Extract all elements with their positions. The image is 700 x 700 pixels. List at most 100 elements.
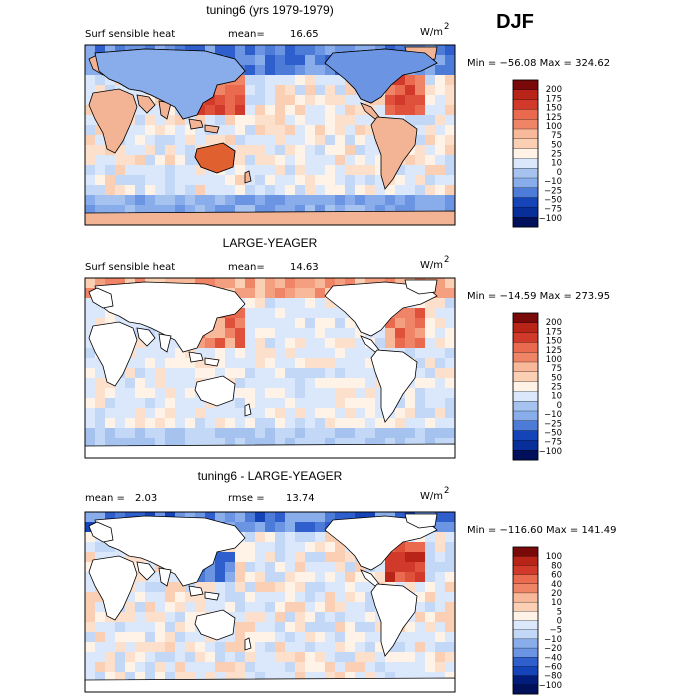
field-cell: [385, 428, 396, 439]
field-cell: [205, 418, 216, 429]
field-cell: [315, 612, 326, 623]
field-cell: [185, 135, 196, 146]
field-cell: [445, 95, 456, 106]
field-cell: [325, 532, 336, 543]
field-cell: [215, 408, 226, 419]
field-cell: [435, 205, 446, 216]
colorbar-tick-label: −100: [539, 214, 562, 224]
field-cell: [245, 562, 256, 573]
field-cell: [315, 195, 326, 206]
field-cell: [255, 408, 266, 419]
field-cell: [395, 562, 406, 573]
field-cell: [105, 418, 116, 429]
field-cell: [135, 145, 146, 156]
field-cell: [155, 672, 166, 683]
field-cell: [245, 298, 256, 309]
field-cell: [155, 612, 166, 623]
field-cell: [165, 205, 176, 216]
field-cell: [365, 368, 376, 379]
field-cell: [275, 298, 286, 309]
field-cell: [275, 418, 286, 429]
field-cell: [275, 358, 286, 369]
field-cell: [405, 552, 416, 563]
field-cell: [445, 622, 456, 633]
colorbar-tick-label: 125: [546, 346, 562, 356]
colorbar-tick-label: −60: [544, 662, 562, 672]
field-cell: [305, 622, 316, 633]
field-cell: [165, 408, 176, 419]
field-cell: [285, 632, 296, 643]
field-cell: [375, 632, 386, 643]
field-cell: [315, 105, 326, 116]
field-cell: [295, 278, 306, 289]
field-cell: [435, 85, 446, 96]
field-cell: [305, 672, 316, 683]
field-cell: [175, 418, 186, 429]
field-cell: [375, 642, 386, 653]
field-cell: [395, 408, 406, 419]
field-cell: [315, 165, 326, 176]
field-cell: [245, 378, 256, 389]
field-cell: [295, 155, 306, 166]
field-cell: [315, 642, 326, 653]
field-cell: [275, 185, 286, 196]
field-cell: [115, 165, 126, 176]
field-cell: [445, 288, 456, 299]
field-cell: [255, 278, 266, 289]
field-cell: [285, 572, 296, 583]
field-cell: [335, 328, 346, 339]
field-cell: [435, 358, 446, 369]
field-cell: [295, 105, 306, 116]
field-cell: [305, 522, 316, 533]
field-cell: [235, 348, 246, 359]
field-cell: [305, 195, 316, 206]
field-cell: [375, 105, 386, 116]
field-cell: [175, 145, 186, 156]
field-cell: [275, 145, 286, 156]
field-cell: [245, 398, 256, 409]
field-cell: [245, 388, 256, 399]
field-cell: [425, 418, 436, 429]
field-cell: [205, 602, 216, 613]
field-cell: [215, 205, 226, 216]
field-cell: [145, 672, 156, 683]
field-cell: [95, 542, 106, 553]
field-cell: [85, 512, 96, 523]
field-cell: [195, 45, 206, 56]
field-cell: [135, 672, 146, 683]
field-cell: [305, 408, 316, 419]
field-cell: [245, 328, 256, 339]
field-cell: [295, 398, 306, 409]
colorbar-tick-label: −100: [539, 681, 562, 691]
field-cell: [435, 105, 446, 116]
field-cell: [85, 662, 96, 673]
field-cell: [305, 582, 316, 593]
field-cell: [295, 572, 306, 583]
map-area: [84, 511, 456, 693]
field-cell: [275, 602, 286, 613]
field-cell: [395, 175, 406, 186]
field-cell: [185, 652, 196, 663]
field-cell: [95, 388, 106, 399]
colorbar-tick-label: 150: [546, 337, 562, 347]
colorbar-box: [512, 361, 539, 373]
field-cell: [165, 438, 176, 449]
colorbar-tick-label: −80: [544, 672, 562, 682]
field-cell: [355, 572, 366, 583]
field-cell: [355, 348, 366, 359]
field-cell: [425, 622, 436, 633]
field-cell: [295, 662, 306, 673]
field-cell: [245, 542, 256, 553]
field-cell: [305, 105, 316, 116]
field-cell: [145, 195, 156, 206]
field-cell: [225, 135, 236, 146]
field-cell: [295, 288, 306, 299]
field-cell: [275, 562, 286, 573]
field-cell: [265, 378, 276, 389]
field-cell: [195, 438, 206, 449]
panel-title: tuning6 (yrs 1979-1979): [206, 3, 333, 17]
field-cell: [225, 438, 236, 449]
field-cell: [335, 45, 346, 56]
field-cell: [295, 85, 306, 96]
field-cell: [305, 165, 316, 176]
